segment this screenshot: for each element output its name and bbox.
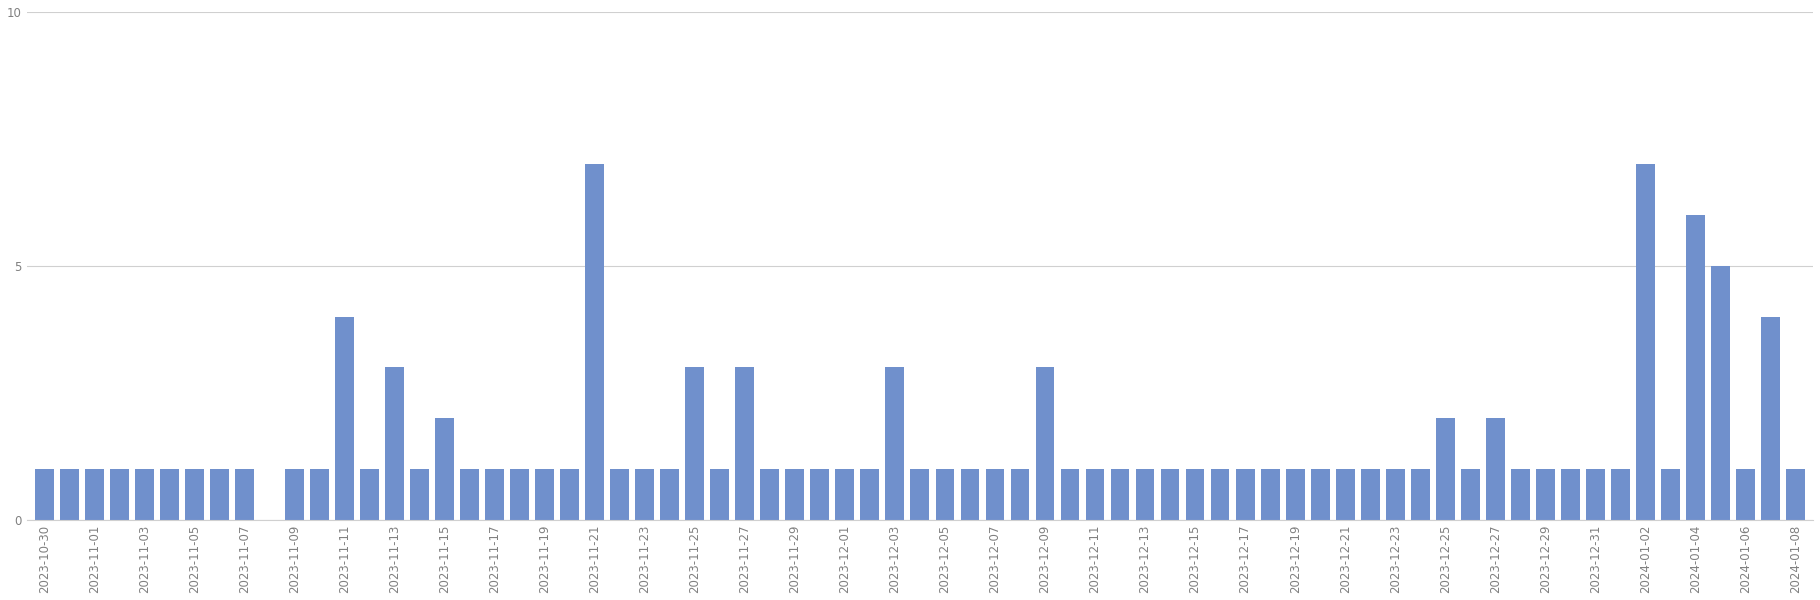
Bar [535,469,553,520]
Bar [1461,469,1480,520]
Bar [435,418,453,520]
Bar [661,469,679,520]
Bar [286,469,304,520]
Bar [1010,469,1030,520]
Bar [1485,418,1505,520]
Bar [1085,469,1105,520]
Bar [235,469,253,520]
Bar [710,469,730,520]
Bar [935,469,954,520]
Bar [1711,266,1729,520]
Bar [1585,469,1605,520]
Bar [1511,469,1531,520]
Bar [1185,469,1205,520]
Bar [209,469,229,520]
Bar [410,469,430,520]
Bar [1562,469,1580,520]
Bar [186,469,204,520]
Bar [1436,418,1454,520]
Bar [1361,469,1380,520]
Bar [1136,469,1154,520]
Bar [510,469,530,520]
Bar [386,367,404,520]
Bar [1161,469,1179,520]
Bar [1785,469,1805,520]
Bar [1385,469,1405,520]
Bar [1336,469,1354,520]
Bar [786,469,804,520]
Bar [35,469,53,520]
Bar [761,469,779,520]
Bar [1636,164,1654,520]
Bar [309,469,329,520]
Bar [1685,215,1705,520]
Bar [1410,469,1431,520]
Bar [60,469,78,520]
Bar [810,469,830,520]
Bar [86,469,104,520]
Bar [910,469,930,520]
Bar [686,367,704,520]
Bar [1236,469,1254,520]
Bar [886,367,905,520]
Bar [360,469,379,520]
Bar [635,469,653,520]
Bar [586,164,604,520]
Bar [1285,469,1305,520]
Bar [835,469,854,520]
Bar [160,469,178,520]
Bar [1261,469,1279,520]
Bar [1611,469,1629,520]
Bar [735,367,753,520]
Bar [1061,469,1079,520]
Bar [861,469,879,520]
Bar [335,317,353,520]
Bar [610,469,630,520]
Bar [1536,469,1554,520]
Bar [1310,469,1330,520]
Bar [1036,367,1054,520]
Bar [460,469,479,520]
Bar [1736,469,1754,520]
Bar [135,469,153,520]
Bar [1662,469,1680,520]
Bar [1110,469,1130,520]
Bar [961,469,979,520]
Bar [1762,317,1780,520]
Bar [486,469,504,520]
Bar [109,469,129,520]
Bar [561,469,579,520]
Bar [986,469,1005,520]
Bar [1210,469,1230,520]
